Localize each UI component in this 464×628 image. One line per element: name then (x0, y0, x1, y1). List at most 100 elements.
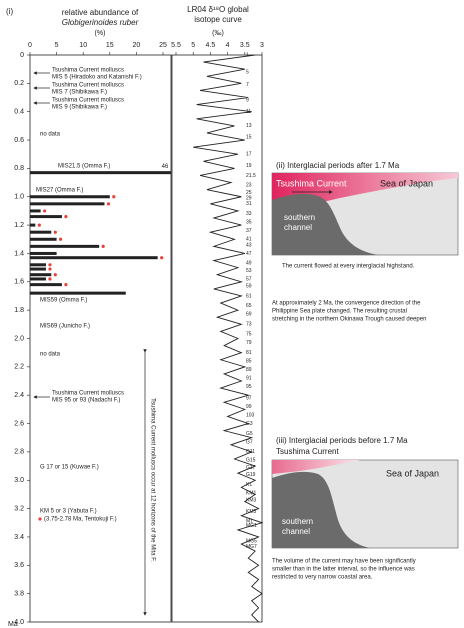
star (64, 214, 68, 219)
channel-label: channel (284, 223, 312, 232)
diagram-title: (ii) Interglacial periods after 1.7 Ma (276, 161, 400, 170)
annotation: Tsushima Current molluscs (52, 391, 124, 397)
mis-label: 85 (246, 359, 252, 365)
bar (30, 171, 171, 175)
x-tick-label: 25 (159, 42, 167, 49)
annotation: Tsushima Current molluscs (52, 68, 124, 74)
x-tick-label: 20 (133, 42, 141, 49)
mis-label: 1 (246, 52, 249, 58)
mis-label: 91 (246, 376, 252, 382)
mis-label: 11 (246, 109, 251, 115)
bar (30, 215, 62, 219)
value-label: 46 (162, 164, 169, 170)
star (160, 256, 164, 260)
bars (30, 171, 171, 295)
star (101, 244, 105, 248)
y-tick-label: 2.6 (14, 420, 24, 427)
mis-label: 31 (246, 201, 252, 207)
mis-label: 57 (246, 276, 252, 282)
bar (30, 195, 110, 199)
mis-label: 29 (246, 195, 252, 201)
note: At approximately 2 Ma, the convergence d… (272, 301, 421, 307)
y-tick-label: 0.6 (14, 137, 24, 144)
bar (30, 237, 57, 241)
mis-label: 23 (246, 183, 252, 189)
bar (30, 251, 57, 255)
chart-title: relative abundance of (62, 8, 139, 17)
bar (30, 209, 41, 213)
x-tick-label: 15 (106, 42, 114, 49)
star (106, 202, 111, 206)
star (48, 277, 52, 281)
star (53, 273, 57, 277)
y-tick-label: 0.4 (14, 109, 24, 116)
sea-label: Sea of Japan (380, 178, 433, 188)
mis-label: 17 (246, 152, 252, 158)
y-tick-label: 3.2 (14, 505, 24, 512)
current-label: Tsushima Current (276, 447, 339, 456)
curve-panel-frame (171, 54, 263, 623)
mis-label: G3 (246, 421, 253, 427)
star (43, 209, 47, 213)
x-tick-label: 3.5 (240, 42, 250, 49)
bar (30, 256, 158, 260)
mis-label: 95 (246, 384, 252, 390)
chart-title: LR04 δ¹⁸O global (187, 5, 249, 14)
caption: The current flowed at every interglacial… (282, 264, 415, 270)
annotation: KM 5 or 3 (Yabuta F.) (40, 509, 97, 515)
mis-label: 13 (246, 123, 252, 129)
y-tick-label: 1.8 (14, 307, 24, 314)
sea-label: Sea of Japan (386, 468, 439, 478)
mis-label: 103 (246, 412, 255, 418)
annotation: MIS 5 (Hiradoko and Katanishi F.) (52, 75, 142, 81)
mis-label: 21.5 (246, 173, 256, 179)
y-tick-label: 2.8 (14, 449, 24, 456)
diagram-ii: (ii) Interglacial periods after 1.7 Ma T… (271, 161, 459, 270)
annotation: Tsushima Current molluscs occur at 12 ho… (149, 398, 155, 562)
caption: smaller than in the latter interval, so … (272, 567, 415, 573)
mis-label: 53 (246, 268, 252, 274)
note: stretching in the northern Okinawa Troug… (272, 317, 426, 323)
annotation: MIS27 (Omma F.) (36, 188, 83, 194)
mis-label: 41 (246, 237, 252, 243)
x-tick-label: 5 (191, 42, 195, 49)
mis-label: G17 (246, 465, 256, 471)
annotation: no data (40, 132, 61, 138)
star (48, 263, 52, 267)
annotation: MIS 95 or 93 (Nadachi F.) (52, 398, 120, 404)
annotation: Tsushima Current molluscs (52, 83, 124, 89)
mis-label: 19 (246, 163, 252, 169)
mis-label: 15 (246, 135, 252, 141)
mis-label: 79 (246, 340, 252, 346)
channel-label: southern (284, 213, 315, 222)
landmass (272, 471, 370, 548)
bar (30, 230, 52, 234)
mis-label: 97 (246, 395, 252, 401)
current-area (272, 460, 360, 474)
annotation: MIS59 (Omma F.) (40, 298, 87, 304)
y-tick-label: 2.4 (14, 392, 24, 399)
annotation: MIS 7 (Shibikawa F.) (52, 90, 107, 96)
mis-label: 9 (246, 98, 249, 104)
y-tick-label: 3.6 (14, 562, 24, 569)
mis-label: 81 (246, 350, 252, 356)
star (48, 267, 52, 271)
landmass (272, 193, 378, 255)
y-tick-label: 2.2 (14, 364, 24, 371)
annotation: Tsushima Current molluscs (52, 98, 124, 104)
mis-label: G7 (246, 439, 253, 445)
axis-unit: (%) (95, 30, 106, 37)
mis-label: 73 (246, 322, 252, 328)
channel-label: channel (282, 527, 310, 536)
mis-label: 37 (246, 228, 252, 234)
caption: restricted to very narrow coastal area. (272, 575, 373, 581)
bar (30, 277, 46, 281)
mis-label: M1 (246, 519, 253, 525)
mis-label: MG5 (246, 539, 257, 545)
annotation: MIS21.5 (Omma F.) (58, 164, 110, 170)
annotation: (3.75-2.78 Ma, Tentokuji F.) (44, 517, 117, 523)
mis-label: 75 (246, 332, 252, 338)
mis-label: 35 (246, 220, 252, 226)
mis-label: 89 (246, 367, 252, 373)
channel-label: southern (282, 517, 313, 526)
